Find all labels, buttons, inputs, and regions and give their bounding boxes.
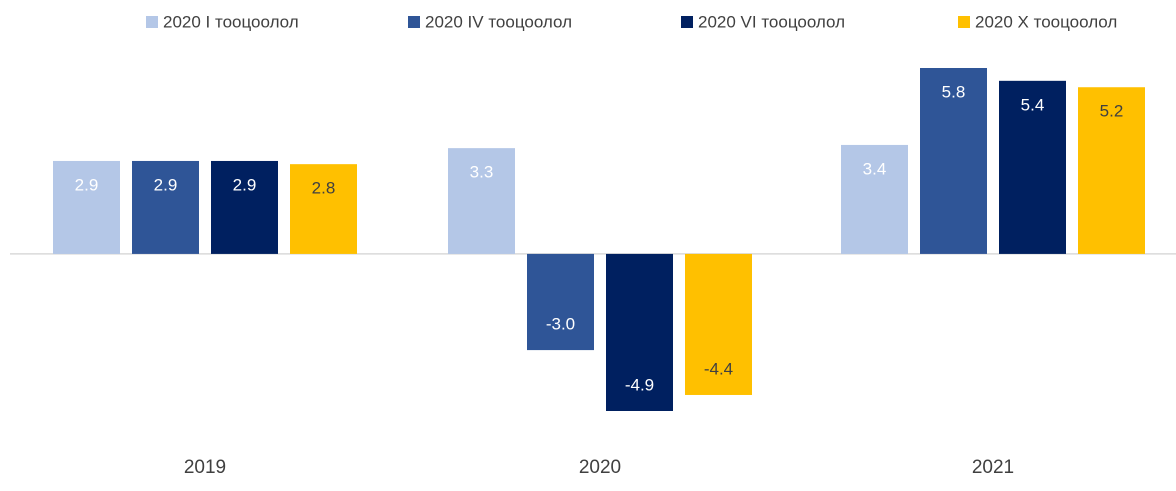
value-label: 2.8: [312, 179, 336, 198]
value-label: 3.3: [470, 163, 494, 182]
x-tick-label: 2019: [184, 457, 226, 478]
bar: [920, 68, 987, 254]
x-tick-label: 2020: [579, 457, 621, 478]
bar: [53, 160, 120, 254]
bar: [290, 164, 357, 254]
value-label: 5.2: [1100, 102, 1124, 121]
value-label: -4.9: [625, 375, 654, 394]
value-label: -4.4: [704, 359, 733, 378]
value-label: 3.4: [863, 159, 887, 178]
legend-label: 2020 VI тооцоолол: [698, 12, 845, 31]
value-label: 5.4: [1021, 95, 1045, 114]
value-label: 5.8: [942, 82, 966, 101]
bar: [685, 253, 752, 395]
bar: [999, 80, 1066, 254]
value-label: -3.0: [546, 315, 575, 334]
legend-swatch: [958, 16, 970, 28]
legend-label: 2020 I тооцоолол: [163, 12, 299, 31]
legend-swatch: [146, 16, 158, 28]
value-label: 2.9: [154, 175, 178, 194]
bar: [211, 160, 278, 254]
legend-label: 2020 IV тооцоолол: [425, 12, 572, 31]
bar: [606, 253, 673, 411]
value-label: 2.9: [233, 175, 257, 194]
x-tick-label: 2021: [972, 457, 1014, 478]
legend-swatch: [408, 16, 420, 28]
value-label: 2.9: [75, 175, 99, 194]
legend-swatch: [681, 16, 693, 28]
legend-label: 2020 X тооцоолол: [975, 12, 1117, 31]
bar: [132, 160, 199, 254]
bar: [527, 253, 594, 351]
bar: [841, 144, 908, 254]
bar: [448, 148, 515, 254]
bar: [1078, 87, 1145, 254]
